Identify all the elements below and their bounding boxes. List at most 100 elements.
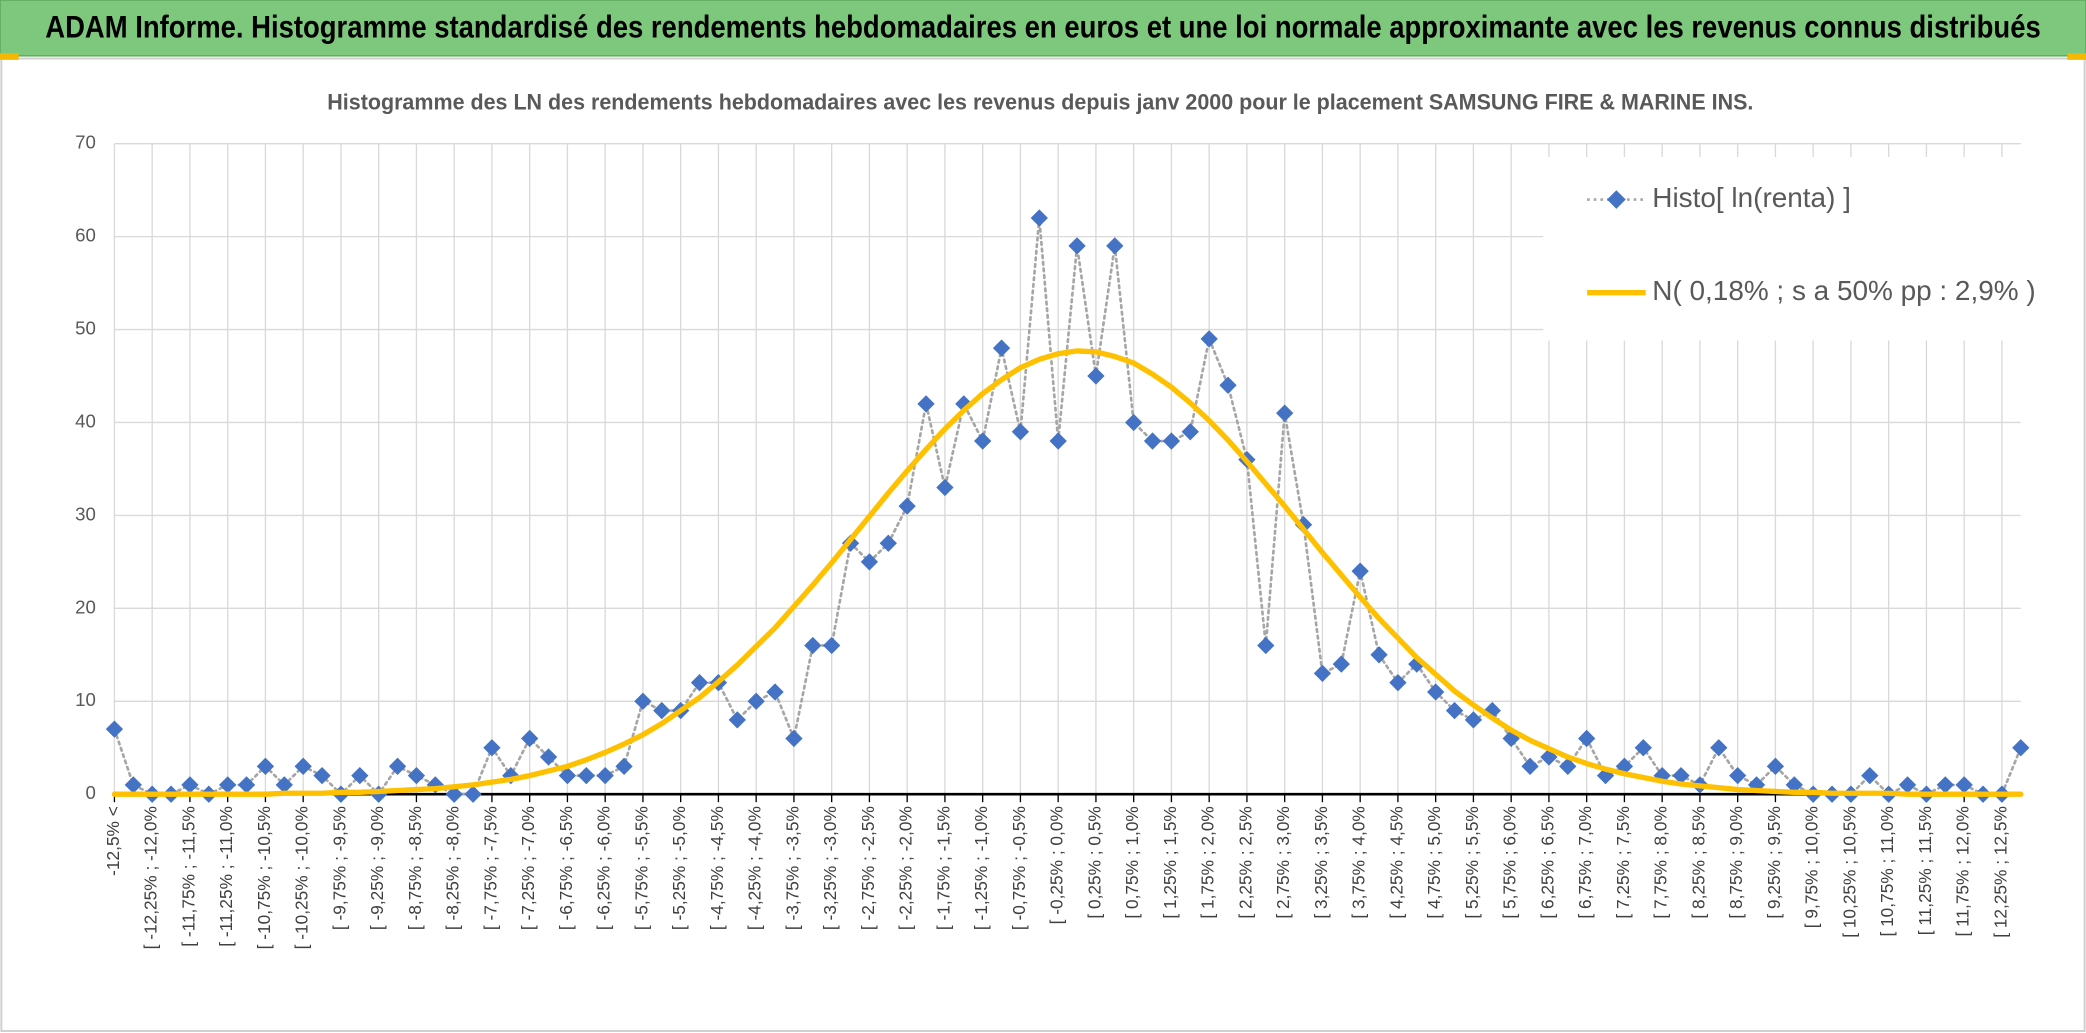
x-tick-label: [ -1,75% ; -1,5%: [933, 806, 953, 930]
data-point: [1181, 423, 1199, 441]
data-point: [1861, 766, 1879, 785]
x-tick-label: [ 0,75% ; 1,0%: [1122, 806, 1142, 918]
x-tick-label: [ -1,25% ; -1,0%: [971, 806, 991, 930]
data-point: [181, 776, 199, 794]
x-tick-label: [ -10,25% ; -10,0%: [292, 806, 312, 949]
data-point: [785, 729, 803, 748]
x-tick-label: -12,5% <: [103, 806, 123, 876]
data-point: [1710, 739, 1728, 757]
data-point: [1445, 701, 1464, 720]
legend-box: [1543, 156, 2049, 341]
data-point: [992, 339, 1011, 357]
x-tick-label: [ 2,75% ; 3,0%: [1273, 806, 1293, 918]
y-tick-label: 20: [75, 596, 96, 617]
x-tick-label: [ -11,75% ; -11,5%: [178, 806, 198, 947]
y-tick-label: 40: [75, 410, 96, 431]
x-tick-label: [ 8,75% ; 9,0%: [1726, 806, 1746, 918]
x-tick-label: [ -0,25% ; 0,0%: [1047, 806, 1067, 924]
x-tick-label: [ 6,25% ; 6,5%: [1537, 806, 1557, 918]
legend-background: [1543, 156, 2049, 341]
x-tick-label: [ 1,75% ; 2,0%: [1198, 806, 1218, 918]
x-tick-label: [ 11,75% ; 12,0%: [1953, 806, 1973, 936]
data-point: [1106, 237, 1124, 255]
legend: Histo[ ln(renta) ] N( 0,18% ; s a 50% pp …: [1587, 182, 2036, 306]
x-tick-label: [ -9,75% ; -9,5%: [329, 806, 349, 930]
data-point: [351, 766, 369, 785]
x-tick-label: [ 4,25% ; 4,5%: [1386, 806, 1406, 918]
data-point: [483, 739, 501, 757]
data-point: [1634, 739, 1652, 757]
x-tick-label: [ -10,75% ; -10,5%: [254, 806, 274, 949]
data-point: [1313, 664, 1332, 683]
x-tick-label: [ -12,25% ; -12,0%: [141, 806, 161, 949]
data-point: [1729, 766, 1747, 785]
x-tick-label: [ 8,25% ; 8,5%: [1688, 806, 1708, 918]
data-point: [1068, 237, 1086, 255]
data-point: [577, 766, 595, 785]
x-tick-label: [ 3,75% ; 4,0%: [1349, 806, 1369, 918]
data-point: [1766, 757, 1785, 775]
data-point: [521, 729, 539, 748]
x-tick-label: [ 3,25% ; 3,5%: [1311, 806, 1331, 918]
x-tick-label: [ 7,75% ; 8,0%: [1651, 806, 1671, 918]
data-point: [1955, 776, 1973, 794]
data-point: [1219, 376, 1237, 394]
data-point: [1162, 432, 1181, 450]
legend-label: N( 0,18% ; s a 50% pp : 2,9% ): [1652, 275, 2035, 306]
data-point: [388, 757, 407, 775]
data-point: [1464, 711, 1483, 729]
x-tick-label: [ -3,25% ; -3,0%: [820, 806, 840, 930]
x-tick-label: [ 9,25% ; 9,5%: [1764, 806, 1784, 918]
data-point: [1521, 757, 1539, 775]
data-point: [256, 757, 275, 775]
x-tick-label: [ 4,75% ; 5,0%: [1424, 806, 1444, 918]
x-tick-label: [ -11,25% ; -11,0%: [216, 806, 236, 947]
x-tick-label: [ 10,25% ; 10,5%: [1839, 806, 1859, 938]
x-tick-label: [ 7,25% ; 7,5%: [1613, 806, 1633, 918]
series-line: [111, 348, 2024, 797]
data-point: [634, 692, 652, 710]
data-point: [728, 711, 746, 729]
data-point: [936, 478, 954, 497]
x-tick-label: [ -4,75% ; -4,5%: [707, 806, 727, 930]
x-tick-label: [ 0,25% ; 0,5%: [1084, 806, 1104, 918]
data-point: [747, 692, 765, 710]
chart-title: Histogramme des LN des rendements hebdom…: [327, 90, 1753, 115]
x-tick-label: [ -6,75% ; -6,5%: [556, 806, 576, 930]
x-tick-label: [ -6,25% ; -6,0%: [594, 806, 614, 930]
data-point: [1030, 209, 1048, 227]
y-tick-label: 0: [85, 782, 95, 803]
corner-mark: [0, 53, 19, 60]
x-tick-label: [ 5,25% ; 5,5%: [1462, 806, 1482, 918]
data-point: [1427, 683, 1445, 701]
x-tick-label: [ 10,75% ; 11,0%: [1877, 806, 1897, 936]
x-tick-label: [ -2,25% ; -2,0%: [896, 806, 916, 930]
data-point: [237, 776, 256, 794]
legend-label: Histo[ ln(renta) ]: [1652, 182, 1851, 213]
data-point: [1389, 674, 1407, 692]
x-tick-label: [ -9,25% ; -9,0%: [367, 806, 387, 930]
data-point: [1578, 729, 1596, 748]
data-point: [294, 757, 312, 775]
x-tick-label: [ -7,25% ; -7,0%: [518, 806, 538, 930]
y-tick-label: 50: [75, 317, 96, 338]
title-bar: [0, 0, 2086, 57]
data-point: [1087, 367, 1105, 385]
x-tick-label: [ -5,25% ; -5,0%: [669, 806, 689, 930]
data-point: [407, 766, 426, 785]
x-tick-label: [ 12,25% ; 12,5%: [1990, 806, 2010, 938]
x-tick-label: [ 9,75% ; 10,0%: [1802, 806, 1822, 928]
x-tick-label: [ 1,25% ; 1,5%: [1160, 806, 1180, 918]
data-point: [313, 766, 331, 785]
y-tick-label: 60: [75, 225, 96, 246]
page-title: ADAM Informe. Histogramme standardisé de…: [45, 9, 2040, 45]
data-point: [275, 776, 293, 794]
chart-frame: [0, 57, 2086, 1033]
x-tick-label: [ 11,25% ; 11,5%: [1915, 806, 1935, 935]
x-tick-label: [ -3,75% ; -3,5%: [782, 806, 802, 930]
data-point: [219, 776, 237, 794]
x-tick-label: [ -2,75% ; -2,5%: [858, 806, 878, 930]
data-point: [1785, 776, 1803, 794]
data-point: [1011, 423, 1030, 441]
data-point: [1049, 432, 1067, 450]
